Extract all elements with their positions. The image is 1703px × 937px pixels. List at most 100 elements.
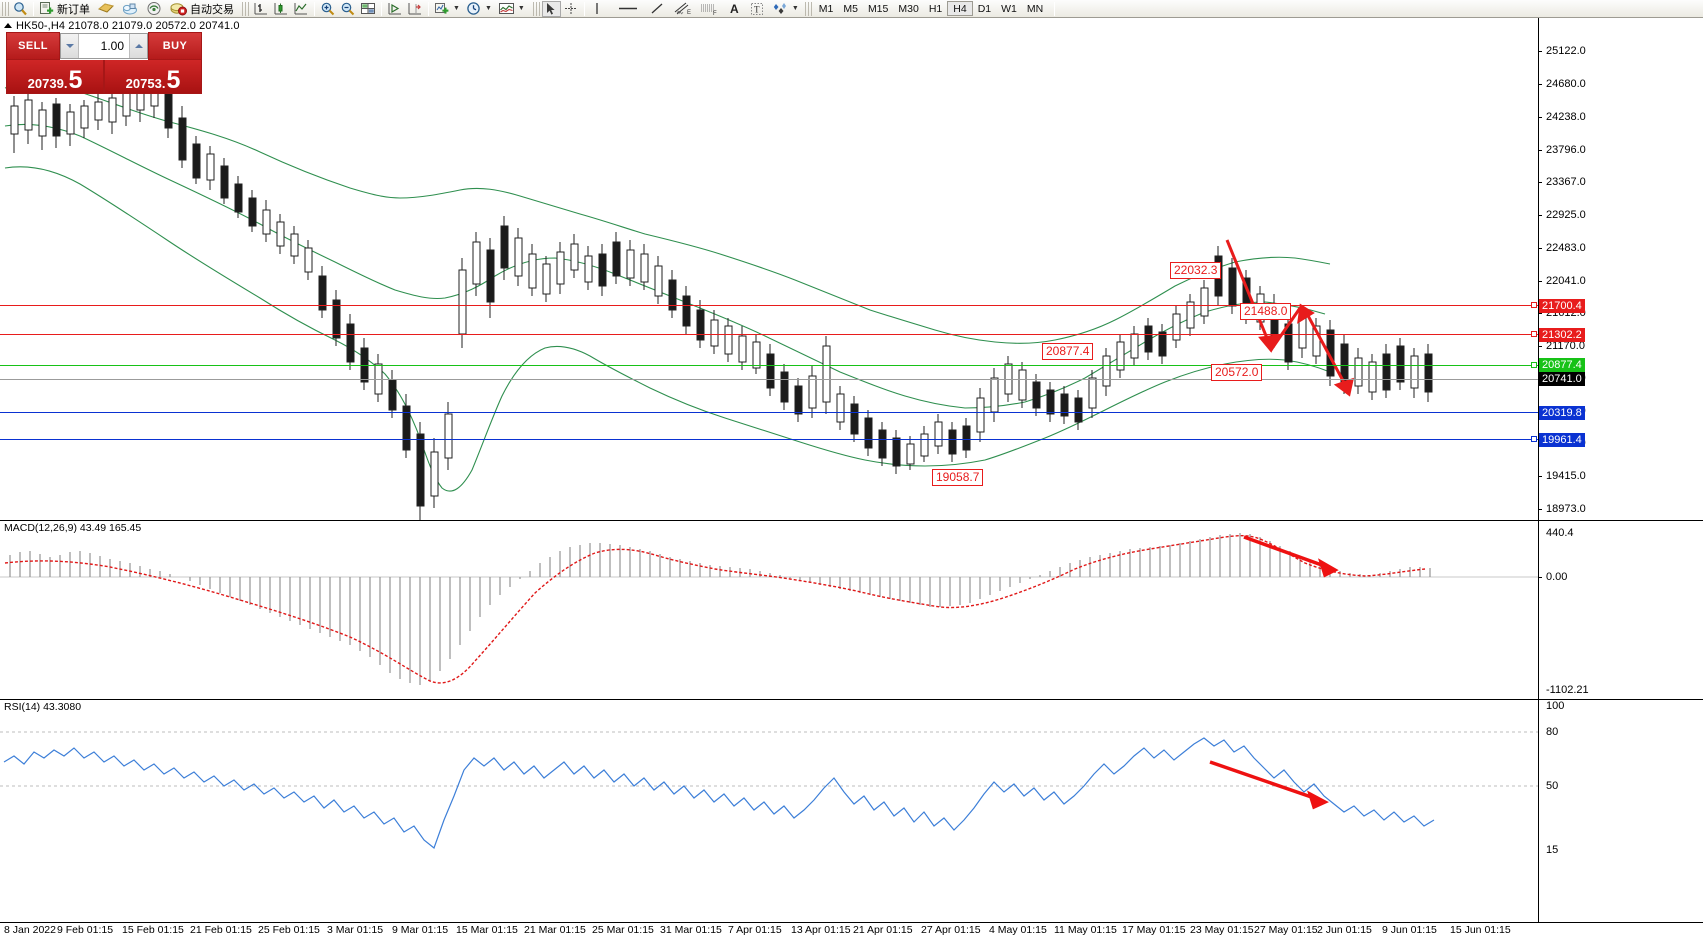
lower-level-tag[interactable]: 19961.4	[1539, 433, 1585, 447]
new-order-icon[interactable]	[37, 1, 56, 17]
support-level-tag[interactable]: 20877.4	[1539, 358, 1585, 372]
toolbar-separator-2	[314, 1, 315, 16]
price-annotation-21488[interactable]: 21488.0	[1240, 303, 1292, 320]
buy-button[interactable]: BUY	[148, 32, 202, 60]
timeframe-d1[interactable]: D1	[977, 2, 992, 15]
level-line-21700[interactable]	[0, 305, 1538, 306]
bar-chart-icon[interactable]	[251, 1, 271, 17]
chart-title-text: HK50-,H4 21078.0 21079.0 20572.0 20741.0	[16, 20, 240, 32]
price-annotation-22032[interactable]: 22032.3	[1170, 262, 1222, 279]
rsi-tick: 100	[1546, 700, 1565, 712]
chevron-down-icon[interactable]: ▼	[453, 5, 460, 12]
level-line-20319[interactable]	[0, 412, 1538, 413]
toolbar-grip[interactable]	[2, 1, 9, 16]
rsi-pane[interactable]: RSI(14) 43.3080 100 80 50 15	[0, 700, 1703, 922]
toolbar-grip-4[interactable]	[804, 1, 812, 16]
chart-tile-icon[interactable]	[358, 1, 378, 17]
toolbar-grip-2[interactable]	[242, 1, 249, 16]
resistance-level-tag[interactable]: 21700.4	[1539, 299, 1585, 313]
timeframe-h4[interactable]: H4	[947, 1, 973, 16]
price-tick: 18973.0	[1538, 503, 1586, 515]
equidistant-channel-icon[interactable]: E	[671, 1, 695, 17]
macd-plot	[0, 533, 1538, 685]
price-axis-divider	[1538, 18, 1539, 520]
cursor-icon[interactable]	[541, 0, 561, 17]
resistance-level-tag-2[interactable]: 21302.2	[1539, 328, 1585, 342]
svg-text:T: T	[754, 4, 760, 14]
chart-shift-icon[interactable]	[405, 1, 425, 17]
timeframe-m30[interactable]: M30	[898, 2, 919, 15]
level-line-20877[interactable]	[0, 365, 1538, 366]
timeframe-m15[interactable]: M15	[867, 2, 889, 15]
volume-increment-button[interactable]	[129, 34, 147, 58]
templates-icon[interactable]	[496, 1, 517, 17]
time-label: 31 Mar 01:15	[660, 924, 722, 936]
indicators-icon[interactable]	[432, 1, 452, 17]
text-icon[interactable]: A	[729, 1, 739, 16]
horizontal-line-icon[interactable]	[615, 1, 641, 17]
vertical-line-icon[interactable]	[588, 1, 607, 17]
macd-pane[interactable]: MACD(12,26,9) 43.49 165.45	[0, 521, 1703, 699]
last-price-tag: 20741.0	[1539, 372, 1585, 386]
periods-icon[interactable]	[464, 1, 484, 17]
price-tick: 21170.0	[1538, 340, 1585, 352]
bid-level-tag[interactable]: 20319.8	[1539, 406, 1585, 420]
timeframe-m1[interactable]: M1	[818, 2, 834, 15]
buy-price[interactable]: 20753 . 5	[104, 60, 202, 94]
timeframe-mn[interactable]: MN	[1026, 2, 1044, 15]
macd-title: MACD(12,26,9) 43.49 165.45	[4, 522, 142, 534]
level-handle-20877[interactable]	[1531, 362, 1537, 368]
toolbar-grip-3[interactable]	[532, 1, 540, 16]
data-window-icon[interactable]	[120, 1, 140, 17]
metaeditor-icon[interactable]	[96, 1, 116, 17]
chevron-down-icon-2[interactable]: ▼	[484, 5, 492, 12]
level-handle-21700[interactable]	[1531, 302, 1537, 308]
chart-title-bar: HK50-,H4 21078.0 21079.0 20572.0 20741.0	[4, 20, 240, 32]
volume-input[interactable]: 1.00	[100, 39, 124, 53]
price-scale[interactable]: 25122.0 24680.0 24238.0 23796.0 23367.0 …	[1538, 18, 1703, 520]
sell-button[interactable]: SELL	[6, 32, 60, 60]
navigator-icon[interactable]	[144, 1, 164, 17]
volume-decrement-button[interactable]	[61, 34, 79, 58]
magnifier-icon[interactable]	[11, 1, 30, 17]
shapes-icon[interactable]	[771, 1, 791, 17]
level-line-21302[interactable]	[0, 334, 1538, 335]
price-annotation-20877[interactable]: 20877.4	[1042, 343, 1094, 360]
one-click-trading-panel[interactable]: SELL 1.00 BUY 20739 . 5	[6, 32, 202, 94]
label-icon[interactable]: T	[748, 1, 767, 17]
timeframe-m5[interactable]: M5	[843, 2, 858, 15]
svg-text:F: F	[713, 11, 717, 16]
volume-stepper[interactable]: 1.00	[60, 33, 148, 59]
line-chart-icon[interactable]	[291, 1, 311, 17]
time-label: 25 Mar 01:15	[592, 924, 654, 936]
candlestick-chart-icon[interactable]	[271, 1, 291, 17]
trendline-icon[interactable]	[647, 1, 667, 17]
crosshair-icon[interactable]	[561, 1, 581, 17]
sell-price[interactable]: 20739 . 5	[6, 60, 104, 94]
toolbar-separator-6	[1054, 1, 1056, 16]
zoom-in-icon[interactable]	[318, 1, 338, 17]
auto-scroll-icon[interactable]	[385, 1, 405, 17]
chart-window[interactable]: HK50-,H4 21078.0 21079.0 20572.0 20741.0	[0, 18, 1703, 937]
price-annotation-20572[interactable]: 20572.0	[1211, 364, 1263, 381]
level-line-19961[interactable]	[0, 439, 1538, 440]
chevron-down-icon-4[interactable]: ▼	[791, 5, 799, 12]
new-order-label[interactable]: 新订单	[57, 3, 90, 16]
price-annotation-19058[interactable]: 19058.7	[932, 469, 984, 486]
timeframe-w1[interactable]: W1	[1001, 2, 1017, 15]
timeframe-h1[interactable]: H1	[928, 2, 943, 15]
time-axis[interactable]: 8 Jan 2022 9 Feb 01:15 15 Feb 01:15 21 F…	[0, 922, 1703, 937]
collapse-triangle-icon[interactable]	[4, 23, 12, 28]
fibonacci-retracement-icon[interactable]: F	[697, 1, 721, 17]
level-handle-21302[interactable]	[1531, 331, 1537, 337]
autotrading-label[interactable]: 自动交易	[190, 3, 234, 16]
level-handle-19961[interactable]	[1531, 436, 1537, 442]
chevron-down-icon-3[interactable]: ▼	[517, 5, 525, 12]
zoom-out-icon[interactable]	[338, 1, 358, 17]
price-tick: 25122.0	[1538, 45, 1586, 57]
time-label: 15 Feb 01:15	[122, 924, 184, 936]
autotrading-icon[interactable]	[168, 1, 189, 17]
time-label: 8 Jan 2022	[4, 924, 56, 936]
price-pane[interactable]: HK50-,H4 21078.0 21079.0 20572.0 20741.0	[0, 18, 1703, 520]
price-plot	[4, 78, 1433, 520]
